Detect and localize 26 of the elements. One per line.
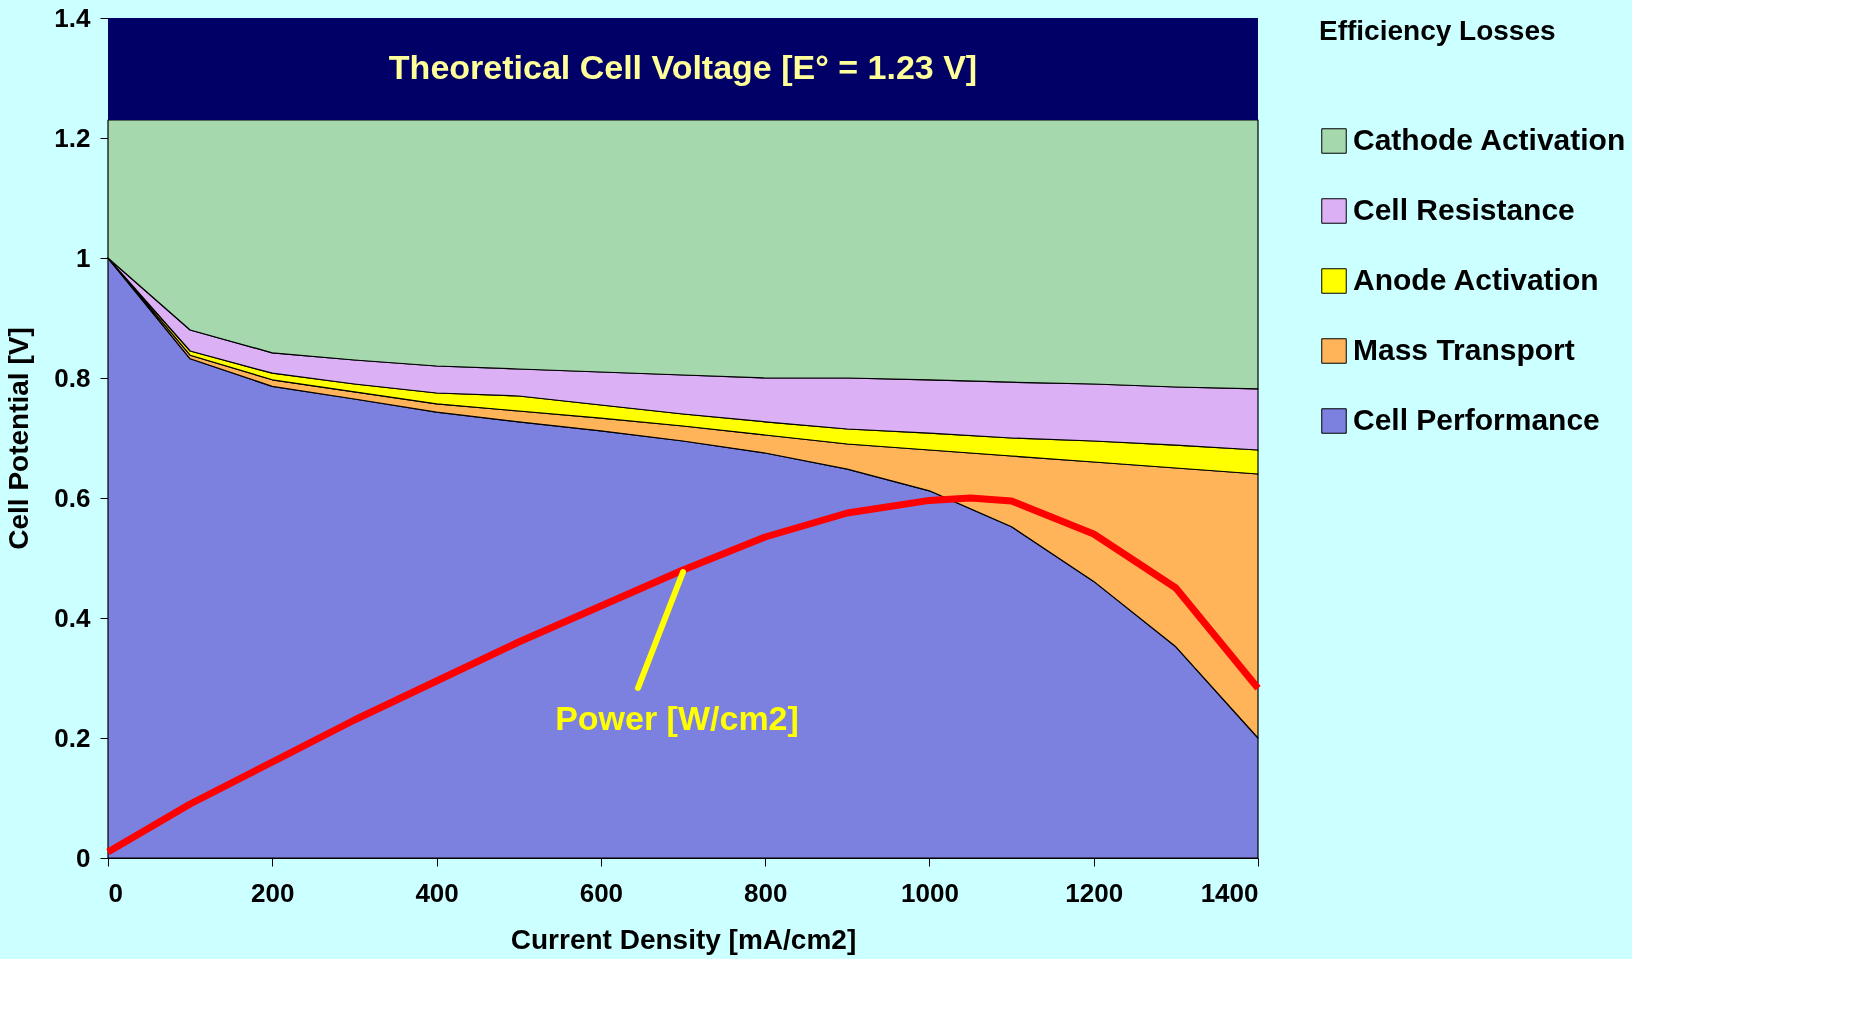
band-label: Theoretical Cell Voltage [E° = 1.23 V] [388,48,978,86]
x-axis-title: Current Density [mA/cm2] [510,923,857,955]
y-tick-label: 1.2 [54,122,91,153]
y-tick-label: 0.6 [54,482,91,513]
x-tick-label: 600 [579,877,624,908]
legend-title: Efficiency Losses [1319,15,1556,46]
x-tick-label: 800 [743,877,788,908]
y-tick-label: 0.4 [54,602,92,633]
x-tick-label: 1200 [1065,877,1124,908]
y-tick-label: 1.4 [54,2,92,33]
legend-label: Cell Resistance [1353,193,1575,226]
y-tick-label: 0.2 [54,722,91,753]
x-tick-label: 400 [415,877,459,908]
legend-label: Cathode Activation [1353,123,1626,156]
x-tick-label: 200 [251,877,295,908]
y-tick-label: 0 [76,842,91,873]
y-tick-label: 1 [76,242,91,273]
legend-label: Anode Activation [1353,263,1599,296]
legend-label: Mass Transport [1353,333,1575,366]
x-tick-label: 1000 [901,877,959,908]
x-tick-label: 0 [108,877,123,908]
y-axis-title: Cell Potential [V] [3,327,35,550]
y-tick-label: 0.8 [54,362,91,393]
legend-label: Cell Performance [1353,403,1600,436]
annotation: Power [W/cm2] [555,699,799,737]
x-tick-label: 1400 [1200,877,1259,908]
